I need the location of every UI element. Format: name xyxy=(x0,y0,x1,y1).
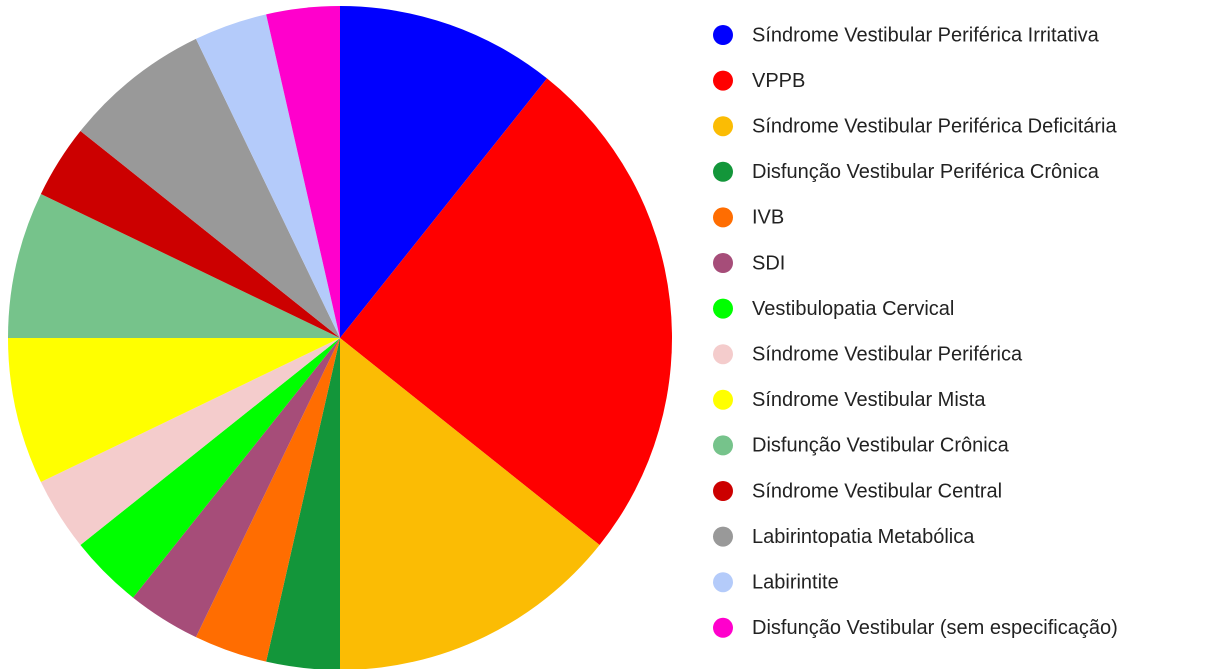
legend-swatch xyxy=(713,207,733,228)
legend-swatch xyxy=(713,161,733,182)
legend-label: SDI xyxy=(752,252,785,274)
pie-slice xyxy=(266,6,340,338)
legend-swatch xyxy=(713,116,733,137)
legend-label: Síndrome Vestibular Periférica Irritativ… xyxy=(752,24,1100,46)
legend-swatch xyxy=(713,435,733,456)
legend-label: Síndrome Vestibular Periférica xyxy=(752,343,1023,365)
legend-swatch xyxy=(713,25,733,45)
pie-slice xyxy=(8,193,340,338)
pie-slice xyxy=(40,338,341,545)
legend-swatch xyxy=(713,344,733,365)
legend-label: Labirintite xyxy=(752,571,839,593)
legend-swatch xyxy=(713,572,733,593)
pie-slice xyxy=(340,78,673,545)
legend-label: IVB xyxy=(752,207,784,229)
pie-slice xyxy=(340,6,547,338)
legend-label: Disfunção Vestibular Periférica Crônica xyxy=(752,161,1100,183)
legend-swatch xyxy=(713,298,733,319)
legend-label: Vestibulopatia Cervical xyxy=(752,298,954,320)
legend-swatch xyxy=(713,389,733,410)
pie-slice xyxy=(8,338,340,483)
legend-swatch xyxy=(713,481,733,501)
pie-slice xyxy=(80,38,340,339)
pie-slice xyxy=(40,131,341,338)
legend-swatch xyxy=(713,526,733,547)
pie-slice xyxy=(340,338,600,669)
legend-label: Disfunção Vestibular (sem especificação) xyxy=(752,617,1118,639)
legend-label: Síndrome Vestibular Mista xyxy=(752,389,986,411)
pie-slice xyxy=(80,338,340,598)
legend-label: Labirintopatia Metabólica xyxy=(752,526,975,548)
legend-swatch xyxy=(713,70,733,91)
legend-swatch xyxy=(713,253,733,273)
legend-swatch xyxy=(713,617,733,638)
legend-label: Síndrome Vestibular Periférica Deficitár… xyxy=(752,115,1117,137)
pie-slice xyxy=(195,338,340,662)
pie-slice xyxy=(133,338,340,638)
legend-label: Síndrome Vestibular Central xyxy=(752,480,1002,502)
legend-label: Disfunção Vestibular Crônica xyxy=(752,435,1010,457)
legend-label: VPPB xyxy=(752,70,805,92)
pie-slice xyxy=(195,14,340,338)
pie-slice xyxy=(266,338,340,669)
